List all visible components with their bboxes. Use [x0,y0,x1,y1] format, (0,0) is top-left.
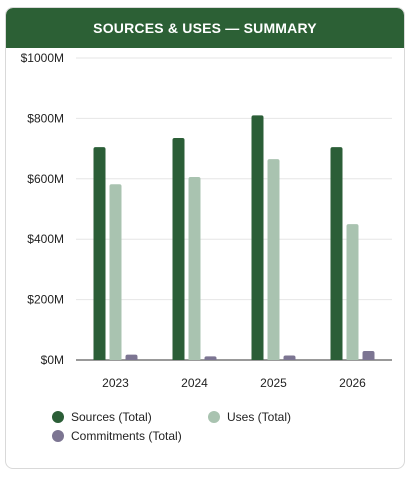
y-tick-label-4: $800M [27,111,64,125]
legend-label-commitments: Commitments (Total) [71,429,182,443]
y-tick-label-3: $600M [27,172,64,186]
legend-item-sources[interactable]: Sources (Total) [52,410,152,424]
bar-2024-series-0 [172,138,185,360]
bar-2026-series-1 [346,224,359,360]
y-tick-label-1: $200M [27,293,64,307]
bar-2026-series-0 [330,147,343,360]
x-tick-label-0: 2023 [102,376,129,390]
chart-header: SOURCES & USES — SUMMARY [6,8,404,48]
legend-dot-commitments [52,430,64,442]
y-tick-label-5: $1000M [21,51,64,65]
legend-label-sources: Sources (Total) [71,410,152,424]
bar-2023-series-1 [109,184,122,360]
x-tick-label-2: 2025 [260,376,287,390]
legend-dot-uses [208,411,220,423]
bar-2025-series-1 [267,159,280,360]
legend-label-uses: Uses (Total) [227,410,292,424]
bar-2024-series-1 [188,176,201,360]
chart-title: SOURCES & USES — SUMMARY [93,20,317,36]
y-tick-label-2: $400M [27,232,64,246]
y-tick-label-0: $0M [41,353,64,367]
legend-item-commitments[interactable]: Commitments (Total) [52,429,182,443]
bar-2023-series-2 [125,354,138,360]
bar-2025-series-0 [251,115,264,360]
bar-2026-series-2 [362,350,375,360]
bar-2024-series-2 [204,356,217,360]
legend-dot-sources [52,411,64,423]
x-tick-label-3: 2026 [339,376,366,390]
bar-2023-series-0 [93,147,106,360]
legend-item-uses[interactable]: Uses (Total) [208,410,291,424]
bar-2025-series-2 [283,355,296,360]
x-tick-label-1: 2024 [181,376,208,390]
